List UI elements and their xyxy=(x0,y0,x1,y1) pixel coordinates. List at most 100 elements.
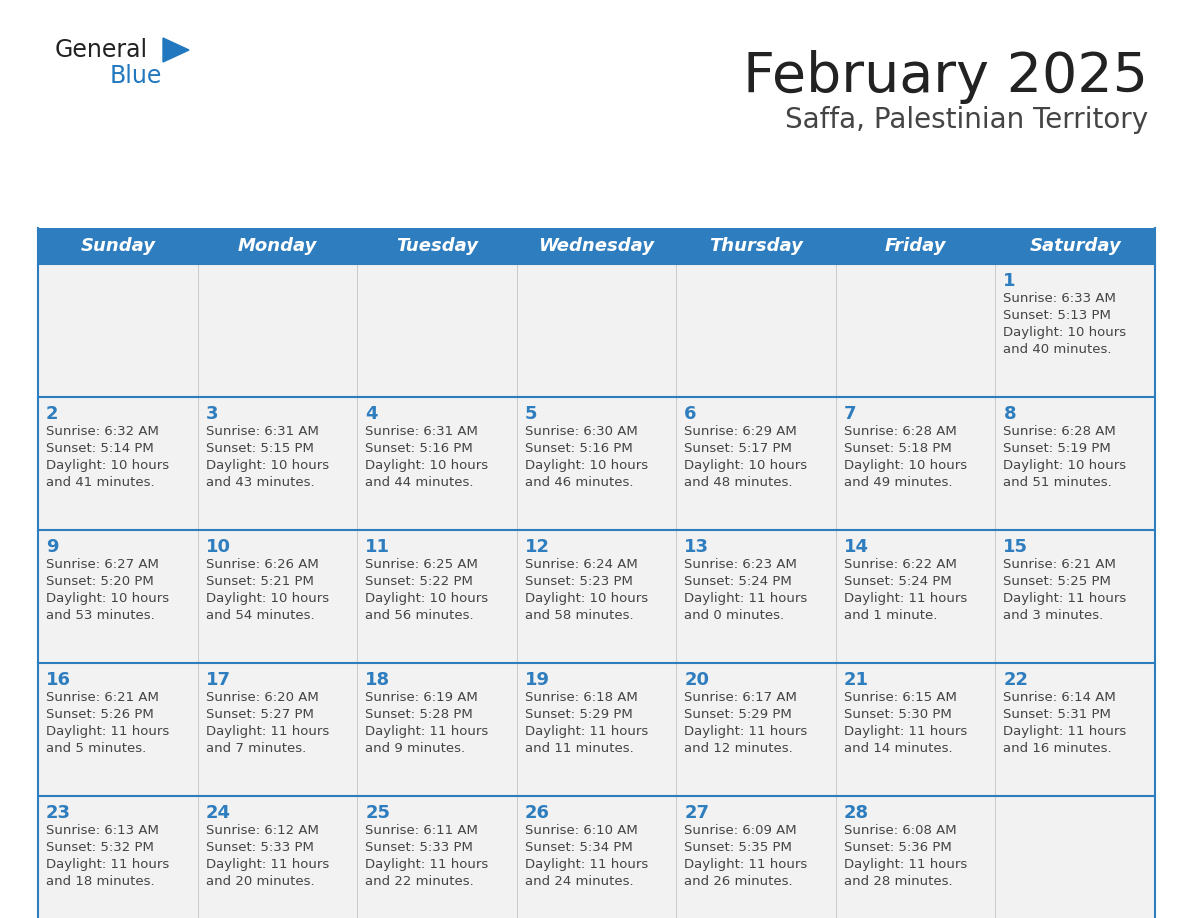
Text: and 49 minutes.: and 49 minutes. xyxy=(843,476,953,489)
Text: Daylight: 11 hours: Daylight: 11 hours xyxy=(365,858,488,871)
Text: 22: 22 xyxy=(1004,671,1029,689)
Text: and 26 minutes.: and 26 minutes. xyxy=(684,875,792,888)
Text: Daylight: 11 hours: Daylight: 11 hours xyxy=(684,592,808,605)
Text: Sunset: 5:36 PM: Sunset: 5:36 PM xyxy=(843,841,952,854)
Text: and 48 minutes.: and 48 minutes. xyxy=(684,476,792,489)
Text: Daylight: 10 hours: Daylight: 10 hours xyxy=(1004,326,1126,339)
Text: Sunset: 5:31 PM: Sunset: 5:31 PM xyxy=(1004,708,1111,721)
Text: Sunset: 5:33 PM: Sunset: 5:33 PM xyxy=(365,841,473,854)
Text: Sunrise: 6:28 AM: Sunrise: 6:28 AM xyxy=(843,425,956,438)
Text: Sunrise: 6:11 AM: Sunrise: 6:11 AM xyxy=(365,824,478,837)
Text: Friday: Friday xyxy=(885,237,947,255)
Text: Sunrise: 6:27 AM: Sunrise: 6:27 AM xyxy=(46,558,159,571)
Text: and 1 minute.: and 1 minute. xyxy=(843,609,937,622)
Text: 13: 13 xyxy=(684,538,709,556)
Text: Daylight: 10 hours: Daylight: 10 hours xyxy=(365,459,488,472)
Text: and 3 minutes.: and 3 minutes. xyxy=(1004,609,1104,622)
Text: Sunrise: 6:28 AM: Sunrise: 6:28 AM xyxy=(1004,425,1117,438)
Text: Sunrise: 6:18 AM: Sunrise: 6:18 AM xyxy=(525,691,638,704)
Text: 18: 18 xyxy=(365,671,391,689)
Text: Sunset: 5:26 PM: Sunset: 5:26 PM xyxy=(46,708,153,721)
Text: 6: 6 xyxy=(684,405,697,423)
Text: Sunset: 5:13 PM: Sunset: 5:13 PM xyxy=(1004,309,1111,322)
Text: Daylight: 11 hours: Daylight: 11 hours xyxy=(206,725,329,738)
Text: Sunset: 5:16 PM: Sunset: 5:16 PM xyxy=(525,442,632,455)
Text: Daylight: 11 hours: Daylight: 11 hours xyxy=(684,858,808,871)
Text: Sunset: 5:24 PM: Sunset: 5:24 PM xyxy=(684,575,792,588)
Text: 5: 5 xyxy=(525,405,537,423)
Text: Sunrise: 6:23 AM: Sunrise: 6:23 AM xyxy=(684,558,797,571)
Text: Monday: Monday xyxy=(238,237,317,255)
Text: Daylight: 11 hours: Daylight: 11 hours xyxy=(525,725,647,738)
Text: Sunset: 5:16 PM: Sunset: 5:16 PM xyxy=(365,442,473,455)
Text: Sunset: 5:22 PM: Sunset: 5:22 PM xyxy=(365,575,473,588)
Text: Sunrise: 6:32 AM: Sunrise: 6:32 AM xyxy=(46,425,159,438)
Text: Daylight: 10 hours: Daylight: 10 hours xyxy=(525,592,647,605)
Text: 4: 4 xyxy=(365,405,378,423)
Text: 2: 2 xyxy=(46,405,58,423)
Text: Sunset: 5:28 PM: Sunset: 5:28 PM xyxy=(365,708,473,721)
Text: Sunrise: 6:09 AM: Sunrise: 6:09 AM xyxy=(684,824,797,837)
Bar xyxy=(38,663,1155,796)
Text: and 7 minutes.: and 7 minutes. xyxy=(206,742,305,755)
Text: Sunrise: 6:17 AM: Sunrise: 6:17 AM xyxy=(684,691,797,704)
Text: 10: 10 xyxy=(206,538,230,556)
Text: Daylight: 11 hours: Daylight: 11 hours xyxy=(206,858,329,871)
Text: Wednesday: Wednesday xyxy=(538,237,655,255)
Text: 12: 12 xyxy=(525,538,550,556)
Text: 14: 14 xyxy=(843,538,868,556)
Text: 27: 27 xyxy=(684,804,709,822)
Text: and 0 minutes.: and 0 minutes. xyxy=(684,609,784,622)
Text: Saffa, Palestinian Territory: Saffa, Palestinian Territory xyxy=(785,106,1148,134)
Text: Daylight: 11 hours: Daylight: 11 hours xyxy=(46,858,169,871)
Text: and 56 minutes.: and 56 minutes. xyxy=(365,609,474,622)
Text: Daylight: 10 hours: Daylight: 10 hours xyxy=(206,592,329,605)
Text: Sunset: 5:33 PM: Sunset: 5:33 PM xyxy=(206,841,314,854)
Text: Sunrise: 6:26 AM: Sunrise: 6:26 AM xyxy=(206,558,318,571)
Text: 25: 25 xyxy=(365,804,390,822)
Text: Daylight: 10 hours: Daylight: 10 hours xyxy=(1004,459,1126,472)
Text: Daylight: 11 hours: Daylight: 11 hours xyxy=(843,858,967,871)
Text: Sunset: 5:27 PM: Sunset: 5:27 PM xyxy=(206,708,314,721)
Text: 1: 1 xyxy=(1004,272,1016,290)
Text: Daylight: 11 hours: Daylight: 11 hours xyxy=(1004,725,1126,738)
Text: Daylight: 11 hours: Daylight: 11 hours xyxy=(46,725,169,738)
Text: Daylight: 10 hours: Daylight: 10 hours xyxy=(46,592,169,605)
Text: Sunrise: 6:21 AM: Sunrise: 6:21 AM xyxy=(46,691,159,704)
Text: Sunset: 5:19 PM: Sunset: 5:19 PM xyxy=(1004,442,1111,455)
Text: Sunrise: 6:14 AM: Sunrise: 6:14 AM xyxy=(1004,691,1117,704)
Text: Sunset: 5:14 PM: Sunset: 5:14 PM xyxy=(46,442,153,455)
Text: Sunrise: 6:10 AM: Sunrise: 6:10 AM xyxy=(525,824,638,837)
Text: Daylight: 11 hours: Daylight: 11 hours xyxy=(843,725,967,738)
Text: Daylight: 10 hours: Daylight: 10 hours xyxy=(46,459,169,472)
Bar xyxy=(38,397,1155,530)
Text: Daylight: 11 hours: Daylight: 11 hours xyxy=(365,725,488,738)
Text: and 43 minutes.: and 43 minutes. xyxy=(206,476,314,489)
Text: Sunrise: 6:25 AM: Sunrise: 6:25 AM xyxy=(365,558,478,571)
Text: Sunset: 5:35 PM: Sunset: 5:35 PM xyxy=(684,841,792,854)
Text: Daylight: 10 hours: Daylight: 10 hours xyxy=(843,459,967,472)
Text: and 22 minutes.: and 22 minutes. xyxy=(365,875,474,888)
Text: Daylight: 11 hours: Daylight: 11 hours xyxy=(525,858,647,871)
Text: Sunrise: 6:19 AM: Sunrise: 6:19 AM xyxy=(365,691,478,704)
Text: Daylight: 10 hours: Daylight: 10 hours xyxy=(525,459,647,472)
Text: and 44 minutes.: and 44 minutes. xyxy=(365,476,474,489)
Bar xyxy=(38,264,1155,397)
Text: and 9 minutes.: and 9 minutes. xyxy=(365,742,466,755)
Text: and 11 minutes.: and 11 minutes. xyxy=(525,742,633,755)
Text: and 51 minutes.: and 51 minutes. xyxy=(1004,476,1112,489)
Bar xyxy=(38,530,1155,663)
Text: 7: 7 xyxy=(843,405,857,423)
Text: 21: 21 xyxy=(843,671,868,689)
Text: 17: 17 xyxy=(206,671,230,689)
Text: Sunrise: 6:15 AM: Sunrise: 6:15 AM xyxy=(843,691,956,704)
Text: Sunset: 5:25 PM: Sunset: 5:25 PM xyxy=(1004,575,1111,588)
Text: Sunset: 5:15 PM: Sunset: 5:15 PM xyxy=(206,442,314,455)
Text: Sunset: 5:18 PM: Sunset: 5:18 PM xyxy=(843,442,952,455)
Text: 23: 23 xyxy=(46,804,71,822)
Text: Sunday: Sunday xyxy=(81,237,156,255)
Text: Daylight: 11 hours: Daylight: 11 hours xyxy=(1004,592,1126,605)
Text: Sunrise: 6:33 AM: Sunrise: 6:33 AM xyxy=(1004,292,1117,305)
Text: Sunset: 5:29 PM: Sunset: 5:29 PM xyxy=(525,708,632,721)
Text: Sunrise: 6:30 AM: Sunrise: 6:30 AM xyxy=(525,425,638,438)
